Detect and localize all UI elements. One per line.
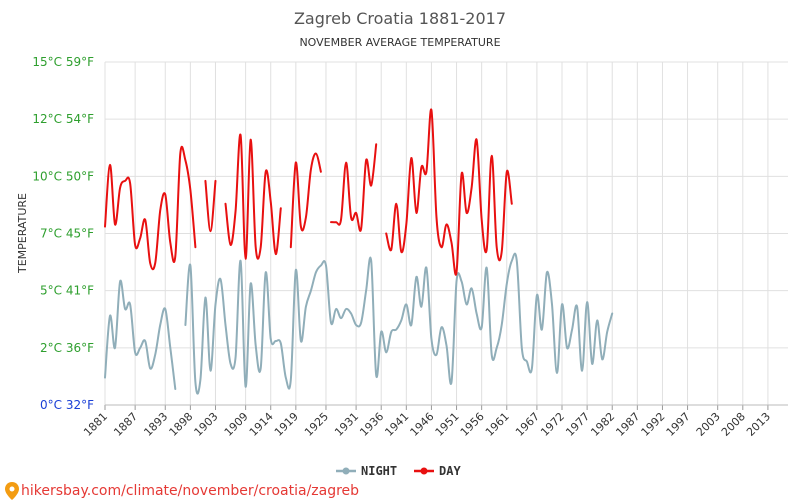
- x-tick-label: 1893: [141, 410, 170, 439]
- x-tick-label: 1936: [357, 410, 386, 439]
- x-tick-label: 1887: [111, 410, 140, 439]
- x-tick-label: 1972: [538, 410, 567, 439]
- x-tick-label: 1903: [192, 410, 221, 439]
- y-tick-label: 10°C 50°F: [32, 169, 94, 183]
- x-tick-label: 1946: [408, 410, 437, 439]
- series-lines: [104, 108, 614, 395]
- y-tick-label: 12°C 54°F: [32, 112, 94, 126]
- y-axis-label: TEMPERATURE: [16, 193, 29, 274]
- legend-item-night[interactable]: NIGHT: [336, 464, 397, 478]
- series-line-day: [289, 152, 322, 249]
- legend: NIGHT DAY: [336, 464, 461, 478]
- x-tick-label: 1898: [167, 410, 196, 439]
- x-tick-label: 1997: [664, 410, 693, 439]
- x-tick-label: 1919: [272, 410, 301, 439]
- legend-day-label: DAY: [439, 464, 461, 478]
- x-tick-label: 1881: [81, 410, 110, 439]
- x-tick-label: 1956: [458, 410, 487, 439]
- x-tick-label: 1992: [639, 410, 668, 439]
- x-tick-label: 1967: [513, 410, 542, 439]
- x-tick-label: 1914: [247, 410, 276, 439]
- footer-url[interactable]: hikersbay.com/climate/november/croatia/z…: [21, 483, 359, 499]
- footer-link[interactable]: hikersbay.com/climate/november/croatia/z…: [5, 482, 359, 500]
- y-tick-label: 0°C 32°F: [40, 398, 94, 412]
- chart-title: Zagreb Croatia 1881-2017: [294, 9, 506, 28]
- legend-item-day[interactable]: DAY: [414, 464, 461, 478]
- location-pin-icon: [5, 482, 19, 500]
- x-tick-label: 2008: [719, 410, 748, 439]
- y-tick-label: 2°C 36°F: [40, 341, 94, 355]
- x-tick-label: 1931: [332, 410, 361, 439]
- series-line-night: [184, 252, 614, 395]
- x-tick-label: 1977: [563, 410, 592, 439]
- y-tick-label: 5°C 41°F: [40, 284, 94, 298]
- series-line-night: [104, 279, 177, 390]
- x-tick-label: 1951: [433, 410, 462, 439]
- series-line-day: [385, 108, 513, 276]
- chart-subtitle: NOVEMBER AVERAGE TEMPERATURE: [299, 36, 500, 49]
- x-tick-label: 1925: [302, 410, 331, 439]
- series-line-day: [204, 179, 217, 233]
- x-tick-label: 1961: [483, 410, 512, 439]
- x-tick-label: 1909: [222, 410, 251, 439]
- series-line-day: [330, 143, 378, 232]
- legend-night-marker: [342, 467, 350, 475]
- x-tick-label: 1987: [613, 410, 642, 439]
- grid-lines: [104, 61, 788, 406]
- series-line-day: [224, 133, 282, 260]
- y-tick-label: 7°C 45°F: [40, 227, 94, 241]
- x-tick-label: 2013: [744, 410, 773, 439]
- legend-night-label: NIGHT: [361, 464, 397, 478]
- y-axis-ticks: 0°C 32°F 2°C 36°F 5°C 41°F 7°C 45°F 10°C 50°…: [32, 55, 94, 412]
- x-tick-label: 1941: [382, 410, 411, 439]
- x-tick-label: 1982: [588, 410, 617, 439]
- legend-day-marker: [420, 467, 428, 475]
- x-tick-label: 2003: [694, 410, 723, 439]
- series-line-day: [104, 145, 197, 271]
- y-tick-label: 15°C 59°F: [32, 55, 94, 69]
